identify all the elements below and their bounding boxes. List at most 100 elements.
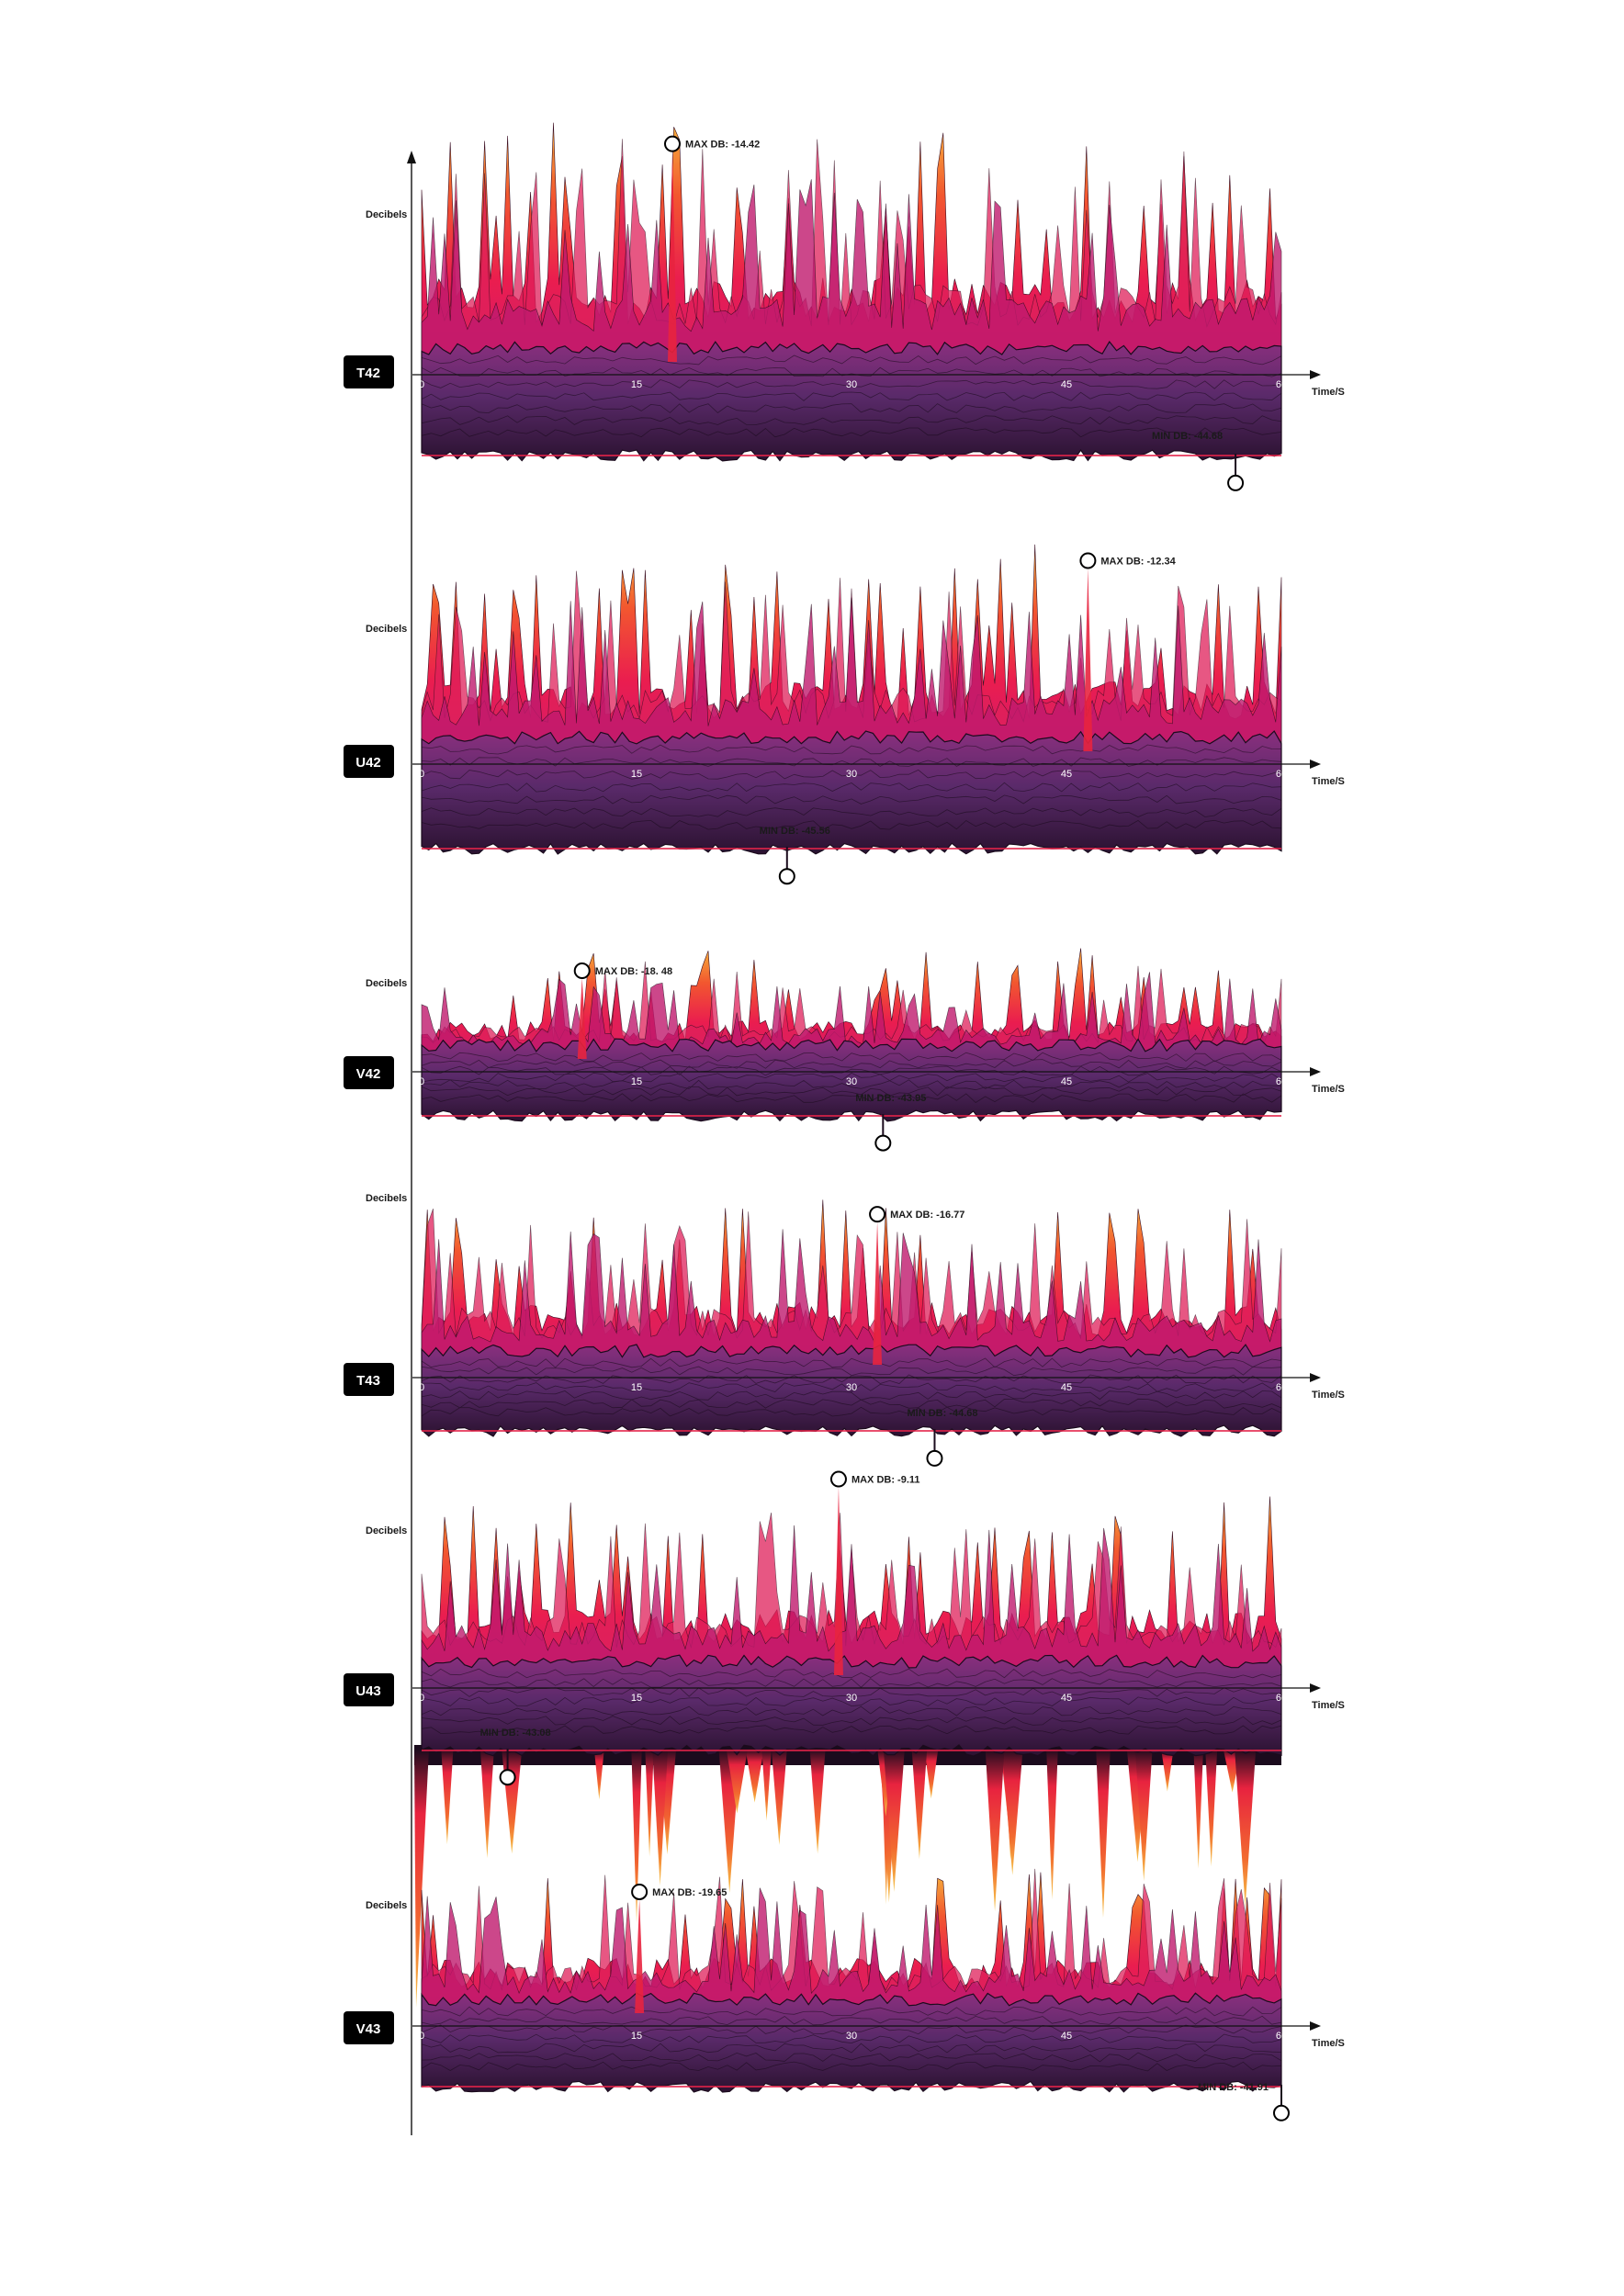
x-tick-label: 60: [1276, 1693, 1287, 1704]
wave-line: [421, 2052, 1282, 2063]
drip-spike: [1134, 1749, 1153, 1882]
wave-body: [421, 1654, 1282, 1757]
x-tick-label: 0: [419, 1382, 424, 1393]
drip-spike: [1205, 1749, 1218, 1867]
time-axis-arrow: [1310, 760, 1321, 769]
wave-line: [421, 769, 1282, 780]
x-tick-label: 45: [1061, 1382, 1072, 1393]
panel-t43: 0 15 30 45 60 Time/S Decibels T43 MAX DB: -16.77…: [344, 1193, 1345, 1467]
x-tick-label: 60: [1276, 1382, 1287, 1393]
x-axis-label: Time/S: [1312, 1084, 1345, 1095]
drip-spike: [985, 1749, 1005, 1912]
drip-spike: [924, 1749, 939, 1799]
panel-badge-label: U42: [355, 755, 381, 771]
crest-layer-front: [421, 1229, 1282, 1369]
drip-spike: [593, 1749, 604, 1800]
wave-body: [421, 1038, 1282, 1122]
drip-spike: [911, 1749, 928, 1860]
y-axis-label: Decibels: [366, 624, 407, 635]
min-db-label: MIN DB: -41.91: [1198, 2082, 1269, 2093]
drip-spike: [645, 1749, 654, 1857]
wave-line: [421, 2043, 1282, 2054]
min-marker: [499, 1769, 516, 1786]
x-tick-label: 45: [1061, 1076, 1072, 1087]
drip-spike: [809, 1749, 826, 1854]
max-db-label: MAX DB: -16.77: [890, 1210, 964, 1221]
x-tick-label: 45: [1061, 379, 1072, 390]
x-tick-label: 0: [419, 1693, 424, 1704]
x-tick-label: 60: [1276, 1076, 1287, 1087]
panel-badge-label: V43: [356, 2021, 381, 2037]
crest-layer-front: [421, 1525, 1282, 1680]
panel-badge: [344, 1056, 394, 1089]
drip-spike: [761, 1749, 772, 1821]
wave-line: [421, 378, 1282, 389]
wave-line: [421, 1716, 1282, 1726]
x-tick-label: 15: [631, 1382, 642, 1393]
x-tick-label: 45: [1061, 1693, 1072, 1704]
wave-line: [421, 1357, 1282, 1368]
drip-spike: [1046, 1749, 1058, 1900]
wave-line: [421, 1696, 1282, 1707]
max-marker: [829, 1470, 847, 1488]
wave-texture: [421, 355, 1282, 438]
y-axis-label: Decibels: [366, 1525, 407, 1536]
wave-line: [421, 355, 1282, 366]
time-axis-arrow: [1310, 370, 1321, 379]
wave-line: [421, 1059, 1282, 1069]
wave-line: [421, 1678, 1282, 1688]
drip-spike: [1001, 1749, 1023, 1875]
wave-line: [421, 1086, 1282, 1097]
wave-line: [422, 1382, 1282, 1393]
x-tick-label: 15: [631, 379, 642, 390]
wave-line: [421, 2024, 1282, 2035]
crest-layer-front: [421, 179, 1282, 366]
y-axis-label: Decibels: [366, 1193, 407, 1204]
drip-spike: [1096, 1749, 1111, 1919]
min-db-label: MIN DB: -45.56: [760, 826, 830, 837]
min-db-label: MIN DB: -44.68: [1152, 431, 1223, 442]
panel-v42: 0 15 30 45 60 Time/S Decibels V42 MAX DB: -18. 4…: [344, 948, 1345, 1152]
drip-spike: [1193, 1749, 1203, 1869]
wave-line: [421, 2033, 1282, 2044]
x-tick-label: 15: [631, 1076, 642, 1087]
panel-badge: [344, 1673, 394, 1706]
wave-line: [422, 1079, 1282, 1090]
max-db-label: MAX DB: -19.65: [652, 1887, 727, 1898]
x-tick-label: 30: [846, 1693, 857, 1704]
drip-spike: [1161, 1749, 1174, 1792]
max-spike: [635, 1898, 645, 2013]
drip-spike: [631, 1749, 642, 1923]
wave-line: [421, 2006, 1282, 2017]
wave-line: [421, 391, 1282, 401]
drip-spike: [745, 1749, 764, 1803]
wave-texture: [421, 1052, 1282, 1104]
x-tick-label: 30: [846, 769, 857, 780]
panel-badge: [344, 1363, 394, 1396]
wave-line: [421, 1052, 1282, 1063]
max-marker: [631, 1883, 648, 1900]
wave-line: [421, 2015, 1282, 2026]
wave-line: [421, 1406, 1282, 1417]
wave-line: [421, 782, 1282, 793]
y-axis-label: Decibels: [366, 1900, 407, 1911]
wave-body: [421, 341, 1282, 462]
x-tick-label: 0: [419, 769, 424, 780]
chart-stage: 0 15 30 45 60 Time/S Decibels T42 MAX DB: -14.42…: [344, 122, 1345, 2135]
x-tick-label: 30: [846, 1382, 857, 1393]
wave-line: [421, 819, 1282, 830]
min-marker: [778, 868, 795, 885]
wave-line: [421, 1687, 1282, 1697]
drip-spike: [441, 1749, 454, 1845]
x-tick-label: 60: [1276, 379, 1287, 390]
wave-texture: [421, 1357, 1282, 1417]
min-marker: [874, 1134, 892, 1152]
wave-line: [421, 427, 1282, 438]
panel-t42: 0 15 30 45 60 Time/S Decibels T42 MAX DB: -14.42…: [344, 122, 1345, 491]
max-spike: [833, 1486, 843, 1675]
min-marker: [1227, 474, 1245, 491]
max-db-label: MAX DB: -14.42: [685, 140, 760, 151]
min-db-label: MIN DB: -44.68: [907, 1408, 977, 1419]
time-axis-arrow: [1310, 1683, 1321, 1693]
